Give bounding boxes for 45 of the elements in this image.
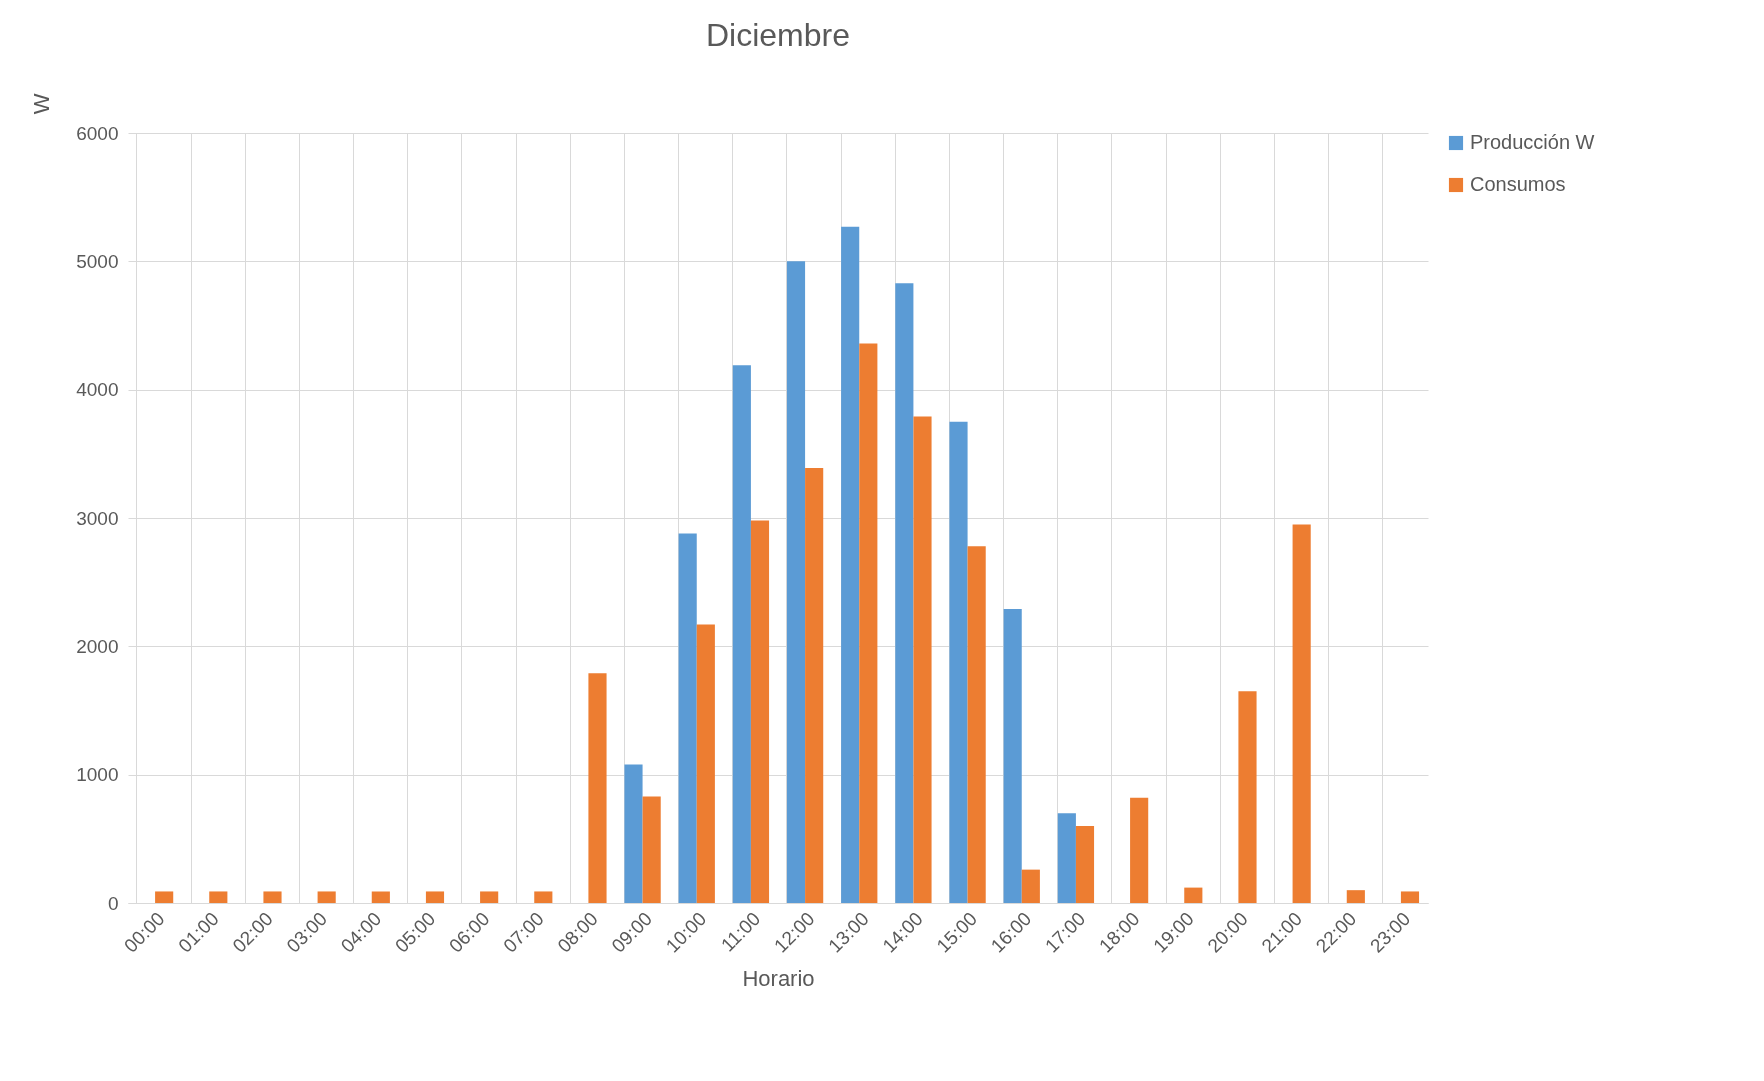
bar: [371, 891, 390, 903]
bar: [732, 365, 751, 903]
bar: [859, 343, 878, 903]
bar: [913, 416, 932, 903]
bar: [967, 546, 986, 903]
bar: [534, 891, 553, 903]
x-axis-title: Horario: [742, 965, 815, 991]
y-axis-title: W: [28, 93, 54, 115]
bar: [588, 673, 607, 903]
bar: [895, 283, 914, 903]
y-tick-label: 3000: [76, 507, 119, 529]
chart-title: Diciembre: [705, 17, 851, 53]
bar: [317, 891, 336, 903]
bar: [1075, 826, 1095, 903]
bar: [1021, 869, 1040, 903]
bar: [1130, 797, 1149, 903]
bar: [678, 533, 697, 903]
bar: [805, 467, 824, 903]
legend-label: Producción W: [1470, 131, 1595, 153]
bar: [209, 891, 228, 903]
y-tick-label: 0: [107, 892, 119, 914]
bar: [1400, 891, 1420, 903]
bar: [1292, 524, 1311, 903]
y-tick-label: 6000: [76, 122, 119, 144]
bar: [949, 421, 968, 903]
bar: [1184, 887, 1203, 903]
y-tick-label: 1000: [76, 764, 119, 786]
bar: [155, 891, 174, 903]
bar: [786, 261, 806, 903]
legend-label: Consumos: [1470, 173, 1566, 195]
bar: [750, 520, 770, 903]
y-tick-label: 4000: [76, 379, 119, 401]
bar: [841, 226, 860, 903]
bar: [263, 891, 282, 903]
bar: [425, 891, 445, 903]
bar: [642, 796, 661, 903]
bar: [1238, 691, 1257, 903]
bar: [1346, 890, 1365, 903]
bar: [1003, 609, 1022, 903]
bar: [480, 891, 499, 903]
bar: [696, 624, 715, 903]
y-tick-label: 2000: [76, 635, 119, 657]
bar: [1057, 813, 1076, 903]
bar: [624, 764, 643, 903]
y-tick-label: 5000: [76, 250, 119, 272]
